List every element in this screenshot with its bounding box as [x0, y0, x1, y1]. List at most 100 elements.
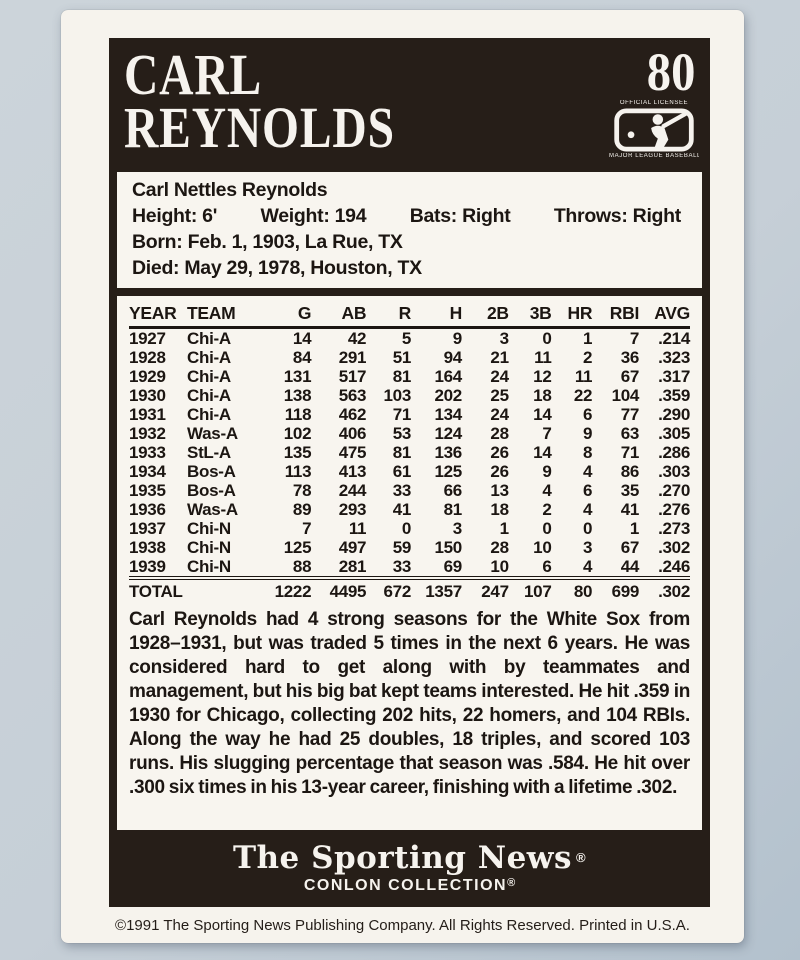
- stat-cell: 9: [452, 329, 462, 348]
- mlb-batter-icon: [614, 108, 694, 152]
- stat-cell: Chi-N: [187, 538, 231, 557]
- stat-cell: .273: [658, 519, 690, 538]
- stat-cell: .214: [658, 329, 690, 348]
- stat-cell: 1: [583, 329, 593, 348]
- stat-cell: 0: [583, 519, 593, 538]
- stats-total-row: TOTAL 1222 4495 672 1357 247 107 80 699.302: [129, 576, 690, 601]
- stat-cell: 113: [284, 462, 312, 481]
- stat-cell: .246: [658, 557, 690, 576]
- bio-stats-line: Height: 6' Weight: 194 Bats: Right Throws: …: [132, 203, 687, 229]
- stat-cell: 14: [292, 329, 312, 348]
- card-header: CARL REYNOLDS 80 OFFICIAL LICENSEE MAJOR…: [109, 38, 710, 172]
- stat-cell: 42: [347, 329, 367, 348]
- stat-cell: 247: [461, 576, 509, 601]
- stat-cell: TOTAL: [129, 576, 188, 601]
- stat-cell: 28: [490, 424, 509, 443]
- stats-column-header: HR: [551, 302, 593, 329]
- baseball-card-back: CARL REYNOLDS 80 OFFICIAL LICENSEE MAJOR…: [61, 10, 744, 943]
- conlon-collection-text: CONLON COLLECTION: [303, 877, 508, 894]
- registered-mark: ®: [507, 877, 516, 889]
- stats-row: 1928 Chi-A 84 291 51 94 21 11 2 36 .323: [129, 348, 690, 367]
- stat-cell: 1931: [129, 405, 166, 424]
- stats-column-header: G: [264, 302, 312, 329]
- stat-cell: 1935: [129, 481, 166, 500]
- stat-cell: 413: [338, 462, 367, 481]
- stat-cell: 10: [490, 557, 509, 576]
- stat-cell: 71: [620, 443, 640, 462]
- stats-column-header: AVG: [639, 302, 690, 329]
- stat-cell: 118: [284, 405, 312, 424]
- stat-cell: Chi-N: [187, 519, 231, 538]
- bio-stat: Height: 6': [132, 205, 218, 227]
- stat-cell: 125: [434, 462, 462, 481]
- stat-cell: 51: [392, 348, 412, 367]
- stat-cell: 103: [383, 386, 412, 405]
- stat-cell: 26: [490, 462, 509, 481]
- bio-born: Born: Feb. 1, 1903, La Rue, TX: [132, 231, 403, 253]
- stat-cell: .317: [658, 367, 690, 386]
- stat-cell: Chi-A: [187, 405, 231, 424]
- stat-cell: 26: [490, 443, 509, 462]
- player-first-name: CARL: [124, 42, 263, 107]
- stats-row: 1930 Chi-A 138 563 103 202 25 18 22 104 .359: [129, 386, 690, 405]
- stat-cell: 4495: [311, 576, 367, 601]
- stat-cell: 134: [434, 405, 462, 424]
- stat-cell: 35: [620, 481, 640, 500]
- stat-cell: 4: [583, 462, 593, 481]
- header-right: 80 OFFICIAL LICENSEE MAJOR LEAGUE BASEBA…: [609, 45, 699, 160]
- mlb-logo: OFFICIAL LICENSEE MAJOR LEAGUE BASEBALL: [609, 100, 699, 160]
- stats-row: 1933 StL-A 135 475 81 136 26 14 8 71 .286: [129, 443, 690, 462]
- stat-cell: .302: [639, 576, 690, 601]
- career-stats-table: YEAR TEAM G AB R H 2B 3B HR RBI AVG 1927 Chi-A 14 42 5…: [129, 302, 690, 601]
- stat-cell: .302: [658, 538, 690, 557]
- stat-cell: 14: [533, 443, 552, 462]
- stat-cell: 0: [542, 519, 552, 538]
- stat-cell: 244: [338, 481, 367, 500]
- stat-cell: 21: [490, 348, 509, 367]
- stat-cell: .290: [658, 405, 690, 424]
- bio-stat: Bats: Right: [409, 205, 511, 227]
- stat-cell: .323: [658, 348, 690, 367]
- stat-cell: 1933: [129, 443, 166, 462]
- stat-cell: 6: [542, 557, 552, 576]
- stat-cell: 672: [366, 576, 411, 601]
- stats-row: 1937 Chi-N 7 11 0 3 1 0 0 1 .273: [129, 519, 690, 538]
- stat-cell: 18: [490, 500, 509, 519]
- stat-cell: 71: [392, 405, 412, 424]
- stats-row: 1938 Chi-N 125 497 59 150 28 10 3 67 .302: [129, 538, 690, 557]
- stats-column-header: 3B: [508, 302, 552, 329]
- stat-cell: 94: [443, 348, 463, 367]
- stats-row: 1931 Chi-A 118 462 71 134 24 14 6 77 .290: [129, 405, 690, 424]
- stat-cell: 6: [583, 405, 593, 424]
- stat-cell: 462: [338, 405, 367, 424]
- stat-cell: 281: [338, 557, 367, 576]
- stat-cell: 4: [583, 557, 593, 576]
- stat-cell: 1937: [129, 519, 166, 538]
- stat-cell: 125: [283, 538, 312, 557]
- stat-cell: 104: [611, 386, 640, 405]
- stat-cell: 88: [292, 557, 312, 576]
- stat-cell: 6: [583, 481, 593, 500]
- stat-cell: 517: [338, 367, 367, 386]
- sporting-news-wordmark: The Sporting News: [232, 840, 572, 876]
- stat-cell: 1934: [129, 462, 166, 481]
- stat-cell: StL-A: [187, 443, 231, 462]
- stats-column-header: YEAR: [129, 302, 188, 329]
- stat-cell: 9: [542, 462, 552, 481]
- stats-column-header: AB: [311, 302, 367, 329]
- stat-cell: 24: [490, 367, 509, 386]
- stats-box: YEAR TEAM G AB R H 2B 3B HR RBI AVG 1927 Chi-A 14 42 5…: [117, 296, 702, 830]
- stat-cell: 164: [434, 367, 462, 386]
- stat-cell: 1928: [129, 348, 166, 367]
- stat-cell: Chi-A: [187, 329, 231, 348]
- stat-cell: 107: [508, 576, 552, 601]
- stat-cell: 475: [338, 443, 367, 462]
- stat-cell: 150: [434, 538, 462, 557]
- stat-cell: 69: [443, 557, 463, 576]
- stat-cell: 81: [392, 367, 412, 386]
- stat-cell: 18: [533, 386, 552, 405]
- stats-column-header: R: [366, 302, 411, 329]
- stat-cell: 1357: [411, 576, 462, 601]
- stat-cell: 81: [443, 500, 463, 519]
- stat-cell: .270: [658, 481, 690, 500]
